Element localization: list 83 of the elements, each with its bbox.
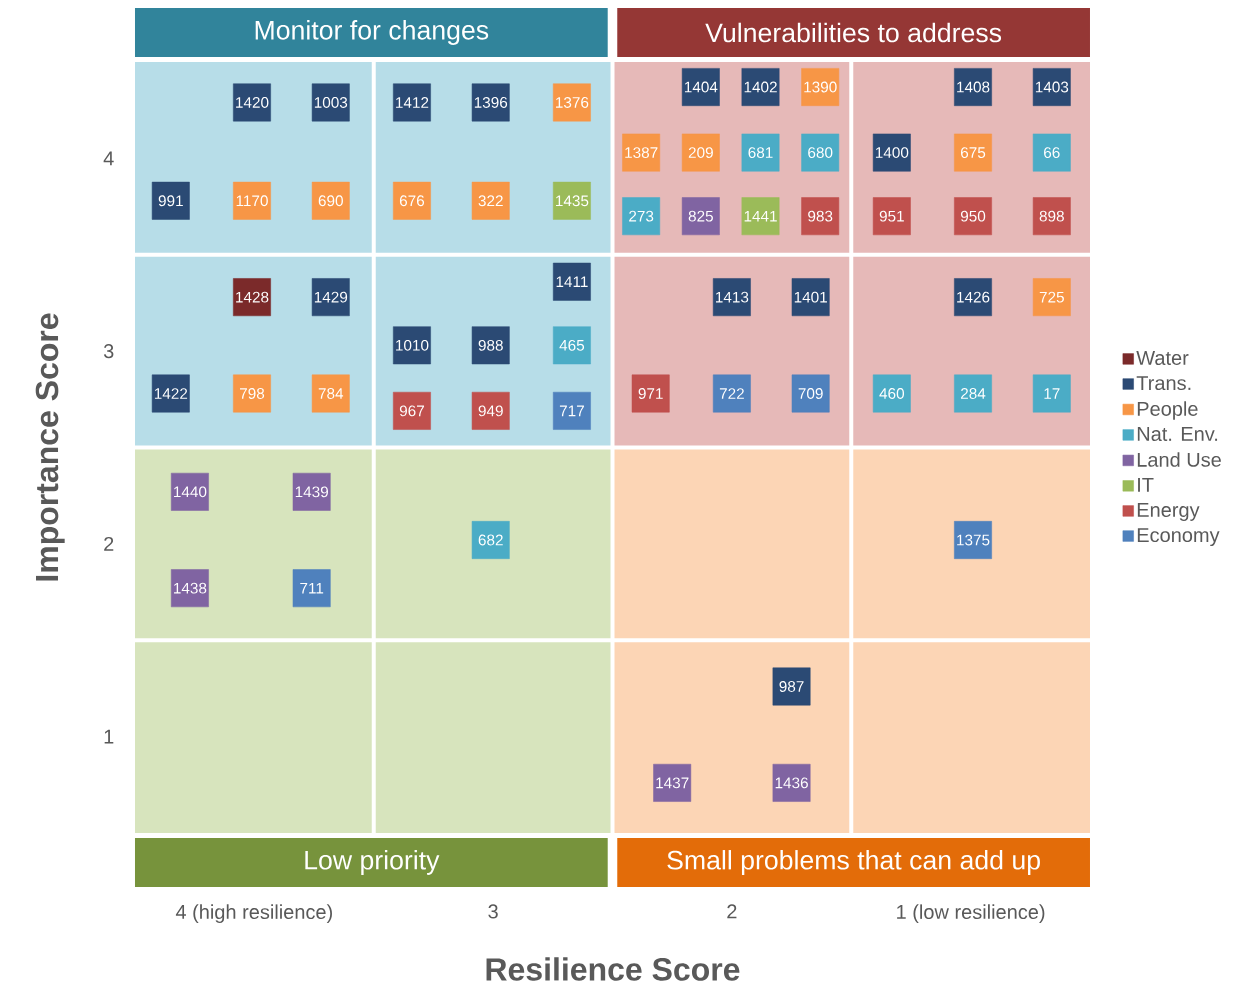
annotation: 1003 [314, 97, 348, 108]
annotation: 1401 [794, 291, 827, 303]
annotation: 949 [478, 405, 503, 417]
annotation: 1441 [744, 210, 777, 222]
annotation: 1408 [957, 81, 990, 93]
annotation: 725 [1039, 291, 1064, 303]
legend-label: Water [1136, 351, 1189, 365]
legend-label: Land Use [1137, 452, 1221, 467]
y-tick-label: 1 [104, 729, 114, 744]
annotation: 1403 [1035, 81, 1069, 93]
annotation: 967 [399, 405, 424, 417]
text: Small problems that can add up [667, 850, 1040, 875]
text: Vulnerabilities to address [705, 22, 1002, 43]
annotation: 717 [559, 405, 584, 417]
annotation: 1396 [474, 97, 508, 108]
legend-label: Economy [1137, 528, 1220, 547]
annotation: 991 [158, 195, 183, 207]
annotation: 676 [399, 195, 425, 207]
annotation: 465 [559, 339, 585, 351]
annotation: 784 [318, 388, 344, 399]
y-tick-label: 2 [104, 536, 114, 551]
annotation: 284 [961, 388, 986, 399]
annotation: 1170 [236, 195, 268, 207]
annotation: 1435 [556, 195, 589, 207]
y-axis-title: Importance Score [35, 313, 65, 581]
annotation: 825 [688, 210, 713, 222]
annotation: 722 [719, 388, 744, 399]
y-tick-label: 4 [103, 151, 114, 166]
x-axis-title: Resilience Score [486, 957, 740, 981]
annotation: 17 [1044, 388, 1060, 399]
annotation: 1426 [957, 291, 990, 303]
annotation: 1428 [236, 291, 269, 303]
annotation: 1390 [804, 81, 837, 93]
annotation: 983 [808, 210, 833, 222]
annotation: 1420 [236, 97, 269, 108]
annotation: 1402 [744, 81, 777, 93]
annotation: 1440 [174, 486, 207, 498]
annotation: 971 [638, 388, 663, 399]
annotation: 681 [748, 147, 773, 158]
annotation: 66 [1044, 147, 1060, 158]
annotation: 1438 [174, 582, 207, 594]
annotation: 460 [879, 388, 905, 399]
annotation: 898 [1039, 210, 1064, 222]
legend-label: People [1137, 401, 1198, 420]
annotation: 680 [808, 147, 833, 158]
annotation: 1400 [875, 147, 909, 158]
annotation: 209 [688, 147, 713, 158]
annotation: 1411 [556, 276, 588, 287]
annotation: 1429 [314, 291, 348, 303]
annotation: 1375 [957, 534, 990, 546]
annotation: 1422 [154, 388, 188, 399]
annotation: 1412 [396, 97, 429, 108]
text: Low priority [305, 850, 440, 875]
x-tick-label: 1 (low resilience) [897, 904, 1045, 923]
y-tick-label: 3 [103, 344, 114, 359]
legend-label: Nat. Env. [1137, 427, 1218, 442]
legend-label: Energy [1137, 503, 1200, 521]
annotation: 709 [798, 388, 823, 399]
annotation: 988 [478, 339, 503, 351]
annotation: 798 [239, 388, 265, 399]
annotation: 1376 [556, 97, 589, 108]
annotation: 682 [478, 534, 503, 546]
annotation: 1436 [775, 777, 808, 789]
x-tick-label: 4 (high resilience) [175, 904, 332, 923]
annotation: 322 [478, 195, 503, 207]
annotation: 1387 [625, 147, 658, 158]
annotation: 675 [961, 147, 986, 158]
x-tick-label: 2 [727, 904, 737, 919]
annotation: 1439 [295, 486, 328, 498]
annotation: 1404 [684, 81, 718, 93]
annotation: 951 [879, 210, 904, 222]
annotation: 950 [960, 210, 986, 222]
annotation: 1437 [656, 777, 689, 789]
legend-label: IT [1138, 477, 1154, 492]
annotation: 1413 [715, 291, 749, 303]
text: Monitor for changes [255, 20, 489, 45]
annotation: 1010 [396, 339, 429, 351]
annotation: 711 [300, 582, 324, 594]
annotation: 987 [779, 681, 804, 692]
legend-label: Trans. [1136, 376, 1191, 391]
annotation: 690 [318, 195, 343, 207]
annotation: 273 [629, 210, 654, 222]
x-tick-label: 3 [488, 904, 498, 919]
